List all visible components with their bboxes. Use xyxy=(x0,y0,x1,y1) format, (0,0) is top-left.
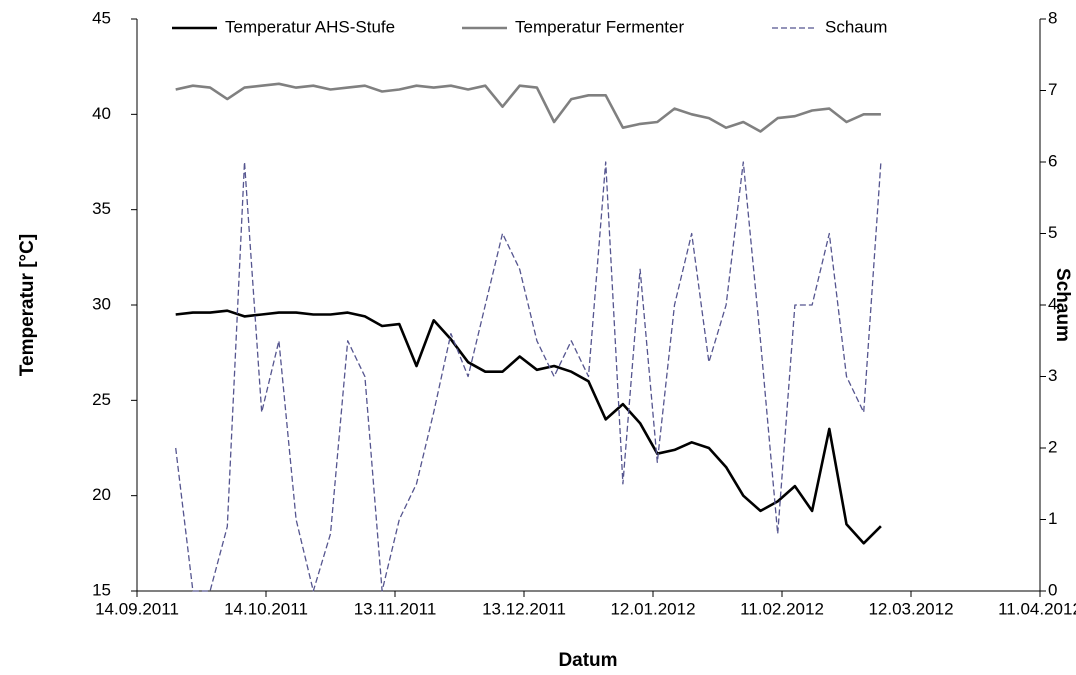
y2-tick-label: 8 xyxy=(1048,8,1057,27)
y2-tick-label: 4 xyxy=(1048,294,1057,313)
x-tick-label: 12.03.2012 xyxy=(868,599,953,618)
y2-tick-label: 6 xyxy=(1048,151,1057,170)
legend-label: Temperatur Fermenter xyxy=(515,17,684,36)
y-tick-label: 30 xyxy=(92,294,111,313)
x-tick-label: 13.12.2011 xyxy=(482,599,566,618)
x-tick-label: 14.10.2011 xyxy=(224,599,308,618)
x-axis-title: Datum xyxy=(558,650,617,671)
y2-tick-label: 0 xyxy=(1048,580,1057,599)
y-axis-title: Temperatur [°C] xyxy=(17,234,38,376)
y2-tick-label: 1 xyxy=(1048,509,1057,528)
y-tick-label: 40 xyxy=(92,104,111,123)
legend-label: Schaum xyxy=(825,17,887,36)
y2-tick-label: 3 xyxy=(1048,366,1057,385)
y-tick-label: 45 xyxy=(92,8,111,27)
series-line xyxy=(175,309,882,545)
series-line xyxy=(175,82,881,133)
x-tick-label: 11.02.2012 xyxy=(740,599,824,618)
y2-tick-label: 7 xyxy=(1048,80,1057,99)
y-tick-label: 15 xyxy=(92,580,111,599)
y2-tick-label: 5 xyxy=(1048,223,1057,242)
x-tick-label: 11.04.2012 xyxy=(998,599,1076,618)
x-tick-label: 13.11.2011 xyxy=(354,599,437,618)
y2-tick-label: 2 xyxy=(1048,437,1057,456)
y-tick-label: 25 xyxy=(92,390,111,409)
legend-label: Temperatur AHS-Stufe xyxy=(225,17,395,36)
y2-axis-title: Schaum xyxy=(1052,268,1073,342)
series-line xyxy=(175,161,882,592)
x-tick-label: 14.09.2011 xyxy=(95,599,179,618)
x-tick-label: 12.01.2012 xyxy=(610,599,695,618)
y-tick-label: 20 xyxy=(92,485,111,504)
y-tick-label: 35 xyxy=(92,199,111,218)
